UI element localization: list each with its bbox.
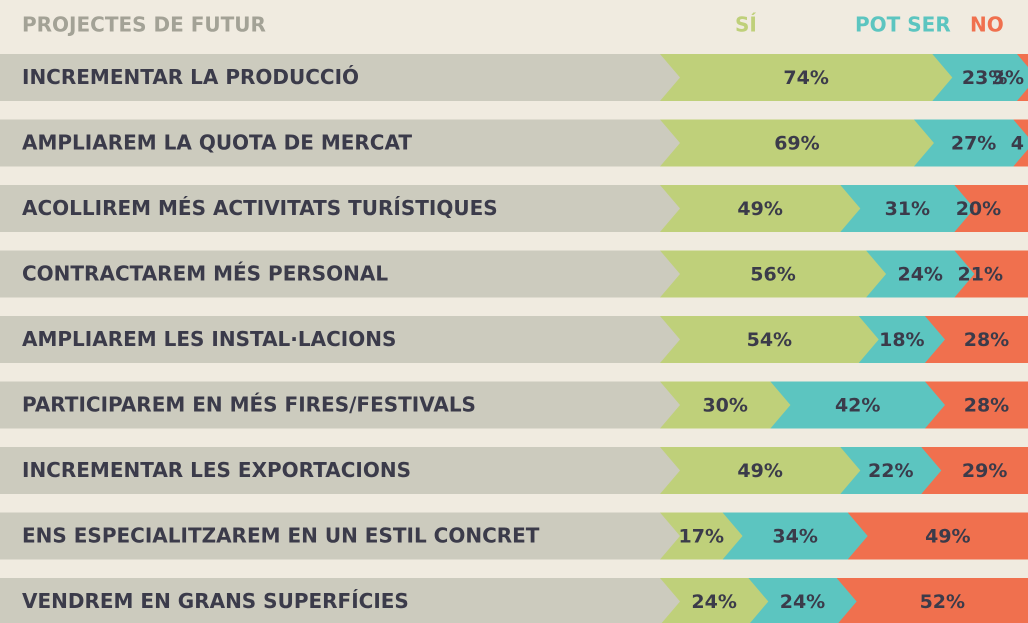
row-label: VENDREM EN GRANS SUPERFÍCIES — [22, 589, 409, 613]
data-label: 74% — [783, 67, 828, 89]
data-label: 31% — [885, 198, 930, 220]
row-label: INCREMENTAR LES EXPORTACIONS — [22, 458, 411, 482]
row-label: ENS ESPECIALITZAREM EN UN ESTIL CONCRET — [22, 524, 540, 548]
row-label: AMPLIAREM LA QUOTA DE MERCAT — [22, 131, 412, 155]
data-label: 52% — [920, 591, 965, 613]
row-label-band — [0, 250, 680, 298]
bar-segment — [924, 316, 1028, 363]
row-label-band — [0, 119, 680, 167]
legend-label: SÍ — [735, 13, 757, 37]
data-label: 29% — [962, 460, 1007, 482]
data-label: 49% — [925, 526, 970, 548]
row-label-band — [0, 381, 680, 429]
chart-title: PROJECTES DE FUTUR — [22, 13, 266, 37]
data-label: 28% — [964, 329, 1009, 351]
row-label: ACOLLIREM MÉS ACTIVITATS TURÍSTIQUES — [22, 196, 498, 220]
data-label: 69% — [774, 133, 819, 155]
row-label: AMPLIAREM LES INSTAL·LACIONS — [22, 327, 396, 351]
data-label: 34% — [772, 526, 817, 548]
data-label: 54% — [747, 329, 792, 351]
bar-segment — [660, 512, 743, 560]
legend-label: POT SER — [855, 13, 951, 37]
data-label: 28% — [964, 395, 1009, 417]
row-label-band — [0, 512, 680, 560]
bar-segment — [660, 578, 769, 623]
data-label: 17% — [679, 526, 724, 548]
row-label: INCREMENTAR LA PRODUCCIÓ — [22, 65, 359, 89]
bar-segment — [847, 512, 1028, 560]
bar-segment — [660, 316, 879, 363]
data-label: 21% — [958, 264, 1003, 286]
bar-segment — [770, 381, 945, 429]
bar-segment — [954, 250, 1028, 298]
bar-segment — [836, 578, 1028, 623]
bar-segment — [660, 54, 953, 101]
row-label: CONTRACTAREM MÉS PERSONAL — [22, 262, 388, 286]
bar-segment — [924, 381, 1028, 429]
bar-segment — [840, 447, 942, 494]
data-label: 23% — [962, 67, 1007, 89]
data-label: 18% — [879, 329, 924, 351]
bar-segment — [660, 185, 861, 232]
row-label-band — [0, 185, 680, 232]
data-label: 24% — [780, 591, 825, 613]
bar-segment — [921, 447, 1028, 494]
data-label: 56% — [750, 264, 795, 286]
data-label: 24% — [897, 264, 942, 286]
bar-segment — [932, 54, 1028, 101]
data-label: 49% — [737, 198, 782, 220]
legend-label: NO — [970, 13, 1004, 37]
data-label: 22% — [868, 460, 913, 482]
bar-segment — [858, 316, 945, 363]
data-label: 20% — [956, 198, 1001, 220]
row-label-band — [0, 316, 680, 363]
row-label-band — [0, 447, 680, 494]
row-label-band — [0, 578, 680, 623]
data-label: 27% — [951, 133, 996, 155]
bar-segment — [660, 250, 887, 298]
bar-segment — [722, 512, 868, 560]
bar-segment — [913, 119, 1028, 167]
data-label: 30% — [702, 395, 747, 417]
bar-segment — [954, 185, 1028, 232]
bar-segment — [748, 578, 857, 623]
data-label: 4 — [1011, 133, 1024, 155]
data-label: 24% — [691, 591, 736, 613]
bar-segment — [660, 447, 861, 494]
bar-segment — [866, 250, 975, 298]
row-label-band — [0, 54, 680, 101]
data-label: 3% — [992, 67, 1024, 89]
data-label: 49% — [737, 460, 782, 482]
bar-segment — [660, 381, 791, 429]
bar-segment — [840, 185, 975, 232]
bar-segment — [660, 119, 934, 167]
row-label: PARTICIPAREM EN MÉS FIRES/FESTIVALS — [22, 393, 476, 417]
data-label: 42% — [835, 395, 880, 417]
